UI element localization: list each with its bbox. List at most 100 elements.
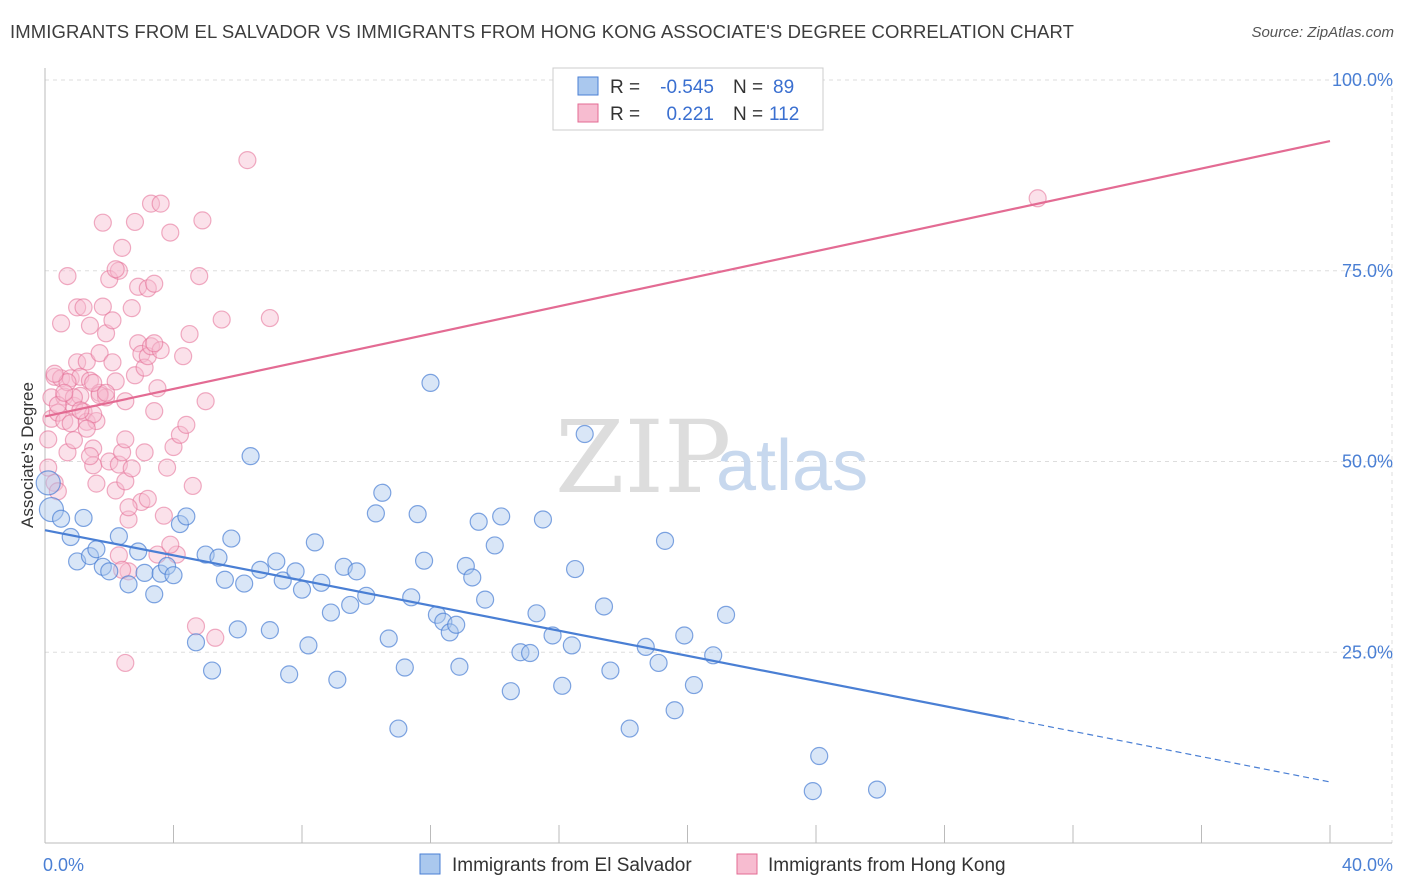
el-salvador-point-12: [129, 542, 148, 561]
axes: [44, 68, 1392, 844]
legend-n-label-1: N =: [733, 77, 763, 98]
hong-kong-point-35: [93, 213, 112, 232]
el-salvador-point-20: [186, 633, 206, 652]
hong-kong-point-18: [68, 353, 87, 372]
el-salvador-point-2: [51, 509, 71, 528]
el-salvador-point-6: [80, 547, 100, 566]
el-salvador-point-48: [389, 719, 408, 738]
x-tick-label-1: 40.0%: [1342, 855, 1393, 875]
hong-kong-point-72: [154, 506, 173, 525]
hong-kong-point-51: [119, 562, 138, 581]
el-salvador-point-64: [501, 682, 520, 701]
hong-kong-point-34: [93, 297, 112, 316]
watermark: ZIP atlas: [555, 399, 868, 516]
el-salvador-point-74: [594, 597, 614, 616]
el-salvador-point-43: [347, 562, 366, 581]
hong-kong-point-99: [80, 447, 100, 466]
hong-kong-point-41: [103, 353, 122, 372]
hong-kong-point-66: [145, 274, 164, 293]
watermark-atlas: atlas: [716, 426, 868, 506]
hong-kong-point-42: [106, 481, 125, 500]
watermark-zip: ZIP: [555, 399, 731, 516]
el-salvador-point-57: [450, 657, 469, 676]
el-salvador-point-19: [177, 507, 196, 526]
bottom-legend-hong-kong: Immigrants from Hong Kong: [768, 855, 1006, 876]
el-salvador-point-51: [408, 505, 427, 524]
el-salvador-point-62: [485, 536, 504, 555]
hong-kong-point-92: [58, 373, 77, 392]
hong-kong-point-87: [212, 310, 231, 329]
hong-kong-point-19: [68, 298, 87, 317]
y-tick-label-1: 50.0%: [1342, 452, 1393, 472]
el-salvador-point-40: [328, 670, 347, 689]
el-salvador-point-31: [267, 552, 286, 571]
el-salvador-point-27: [235, 574, 254, 593]
el-salvador-point-13: [135, 563, 154, 582]
el-salvador-trend-line: [44, 529, 1009, 720]
el-salvador-point-39: [321, 603, 341, 622]
hong-kong-point-53: [122, 299, 141, 318]
hong-kong-point-27: [80, 371, 100, 390]
hong-kong-point-54: [125, 366, 145, 385]
el-salvador-point-61: [476, 590, 495, 609]
hong-kong-point-23: [74, 298, 93, 317]
bottom-legend: Immigrants from El Salvador Immigrants f…: [419, 853, 1006, 876]
el-salvador-point-81: [675, 626, 694, 645]
hong-kong-trend-line: [44, 139, 1331, 418]
legend-r-label-2: R =: [610, 104, 640, 125]
hong-kong-point-88: [238, 151, 257, 170]
hong-kong-point-67: [145, 402, 164, 421]
series-hong-kong-points: [39, 151, 1047, 673]
hong-kong-point-105: [161, 535, 180, 554]
el-salvador-point-17: [164, 566, 183, 585]
el-salvador-point-84: [716, 605, 736, 624]
hong-kong-point-71: [151, 194, 170, 213]
legend-n-label-2: N =: [733, 104, 763, 125]
hong-kong-point-30: [87, 474, 106, 493]
el-salvador-point-5: [74, 508, 93, 528]
el-salvador-point-63: [492, 507, 511, 526]
hong-kong-point-83: [190, 266, 209, 286]
el-salvador-point-1: [38, 496, 65, 523]
hong-kong-point-64: [141, 337, 161, 356]
series-el-salvador-points: [35, 373, 887, 801]
el-salvador-point-42: [341, 595, 360, 615]
el-salvador-point-28: [241, 447, 260, 466]
el-salvador-point-86: [810, 746, 829, 766]
hong-kong-point-40: [103, 311, 122, 330]
el-salvador-point-60: [469, 512, 488, 531]
el-salvador-point-7: [87, 540, 106, 559]
hong-kong-point-102: [119, 498, 138, 517]
el-salvador-point-26: [228, 620, 247, 639]
hong-kong-point-77: [170, 425, 190, 444]
bottom-legend-el-salvador: Immigrants from El Salvador: [452, 855, 692, 876]
el-salvador-point-16: [157, 556, 177, 576]
el-salvador-point-78: [649, 653, 668, 673]
hong-kong-point-80: [180, 324, 199, 344]
chart-title: IMMIGRANTS FROM EL SALVADOR VS IMMIGRANT…: [10, 21, 1075, 42]
hong-kong-point-110: [45, 364, 64, 383]
legend-r-label-1: R =: [610, 77, 640, 98]
hong-kong-point-86: [206, 628, 225, 647]
el-salvador-point-44: [357, 586, 376, 605]
y-tick-label-0: 25.0%: [1342, 642, 1393, 662]
el-salvador-point-70: [553, 676, 572, 695]
hong-kong-point-24: [77, 352, 96, 371]
el-salvador-point-47: [379, 629, 398, 648]
el-salvador-point-58: [456, 556, 475, 576]
legend-n-value-1: 89: [773, 77, 794, 98]
el-salvador-trend-extension: [1008, 718, 1331, 783]
el-salvador-point-75: [601, 661, 620, 680]
el-salvador-point-36: [299, 636, 318, 655]
el-salvador-point-56: [440, 623, 459, 642]
hong-kong-point-108: [116, 653, 135, 673]
hong-kong-point-98: [116, 430, 135, 449]
hong-kong-point-1: [39, 430, 58, 449]
el-salvador-point-73: [575, 424, 594, 444]
hong-kong-point-111: [96, 383, 116, 402]
hong-kong-point-100: [145, 334, 164, 353]
el-salvador-point-68: [533, 510, 553, 529]
hong-kong-point-97: [55, 383, 74, 402]
y-tick-label-3: 100.0%: [1332, 70, 1393, 90]
